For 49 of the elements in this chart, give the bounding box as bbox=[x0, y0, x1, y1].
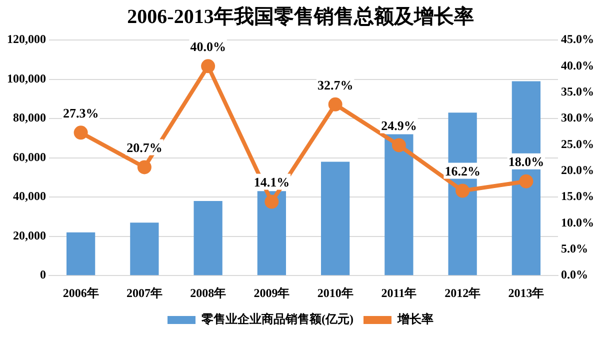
y2-tick-label: 5.0% bbox=[561, 242, 588, 256]
bar bbox=[130, 222, 159, 276]
y-tick-label: 40,000 bbox=[13, 189, 46, 204]
x-tick-label: 2013年 bbox=[508, 286, 544, 300]
legend-label: 零售业企业商品销售额(亿元) bbox=[200, 312, 354, 326]
point bbox=[456, 184, 470, 198]
y2-tick-label: 15.0% bbox=[561, 189, 594, 204]
point bbox=[519, 174, 534, 188]
y-tick-label: 0 bbox=[40, 268, 46, 282]
y2-tick-label: 25.0% bbox=[561, 136, 594, 151]
y-tick-label: 60,000 bbox=[13, 150, 46, 164]
data-label: 18.0% bbox=[508, 154, 544, 170]
chart-title: 2006-2013年我国零售销售总额及增长率 bbox=[127, 5, 474, 28]
bar bbox=[384, 134, 414, 276]
y-tick-label: 20,000 bbox=[13, 228, 46, 242]
data-label: 14.1% bbox=[254, 174, 290, 190]
y2-tick-label: 30.0% bbox=[561, 110, 594, 125]
y-tick-label: 80,000 bbox=[13, 110, 46, 125]
bar bbox=[66, 232, 96, 276]
x-tick-label: 2008年 bbox=[190, 286, 226, 300]
x-tick-label: 2006年 bbox=[62, 286, 99, 300]
y2-tick-label: 10.0% bbox=[561, 215, 594, 230]
x-tick-label: 2010年 bbox=[317, 286, 354, 300]
legend-label: 增长率 bbox=[396, 312, 434, 326]
y-tick-label: 100,000 bbox=[7, 71, 46, 86]
point bbox=[328, 97, 342, 112]
data-label: 40.0% bbox=[190, 39, 226, 54]
point bbox=[201, 59, 216, 74]
data-label: 20.7% bbox=[126, 140, 162, 156]
point bbox=[264, 194, 279, 209]
data-label: 27.3% bbox=[62, 106, 99, 121]
point bbox=[74, 126, 88, 140]
x-tick-label: 2007年 bbox=[126, 286, 162, 300]
point bbox=[137, 160, 152, 174]
y2-tick-label: 0.0% bbox=[561, 268, 588, 282]
point bbox=[392, 138, 406, 152]
y2-tick-label: 35.0% bbox=[561, 84, 594, 98]
data-label: 16.2% bbox=[444, 164, 480, 179]
data-label: 32.7% bbox=[317, 77, 354, 92]
x-tick-label: 2009年 bbox=[254, 286, 290, 300]
bar bbox=[320, 162, 350, 276]
x-tick-label: 2011年 bbox=[381, 286, 417, 300]
x-tick-label: 2012年 bbox=[444, 286, 481, 300]
y2-tick-label: 20.0% bbox=[561, 162, 594, 177]
y2-tick-label: 40.0% bbox=[561, 58, 594, 72]
y2-tick-label: 45.0% bbox=[561, 32, 594, 46]
bar bbox=[194, 200, 222, 276]
y-tick-label: 120,000 bbox=[7, 32, 46, 46]
data-label: 24.9% bbox=[381, 118, 417, 134]
